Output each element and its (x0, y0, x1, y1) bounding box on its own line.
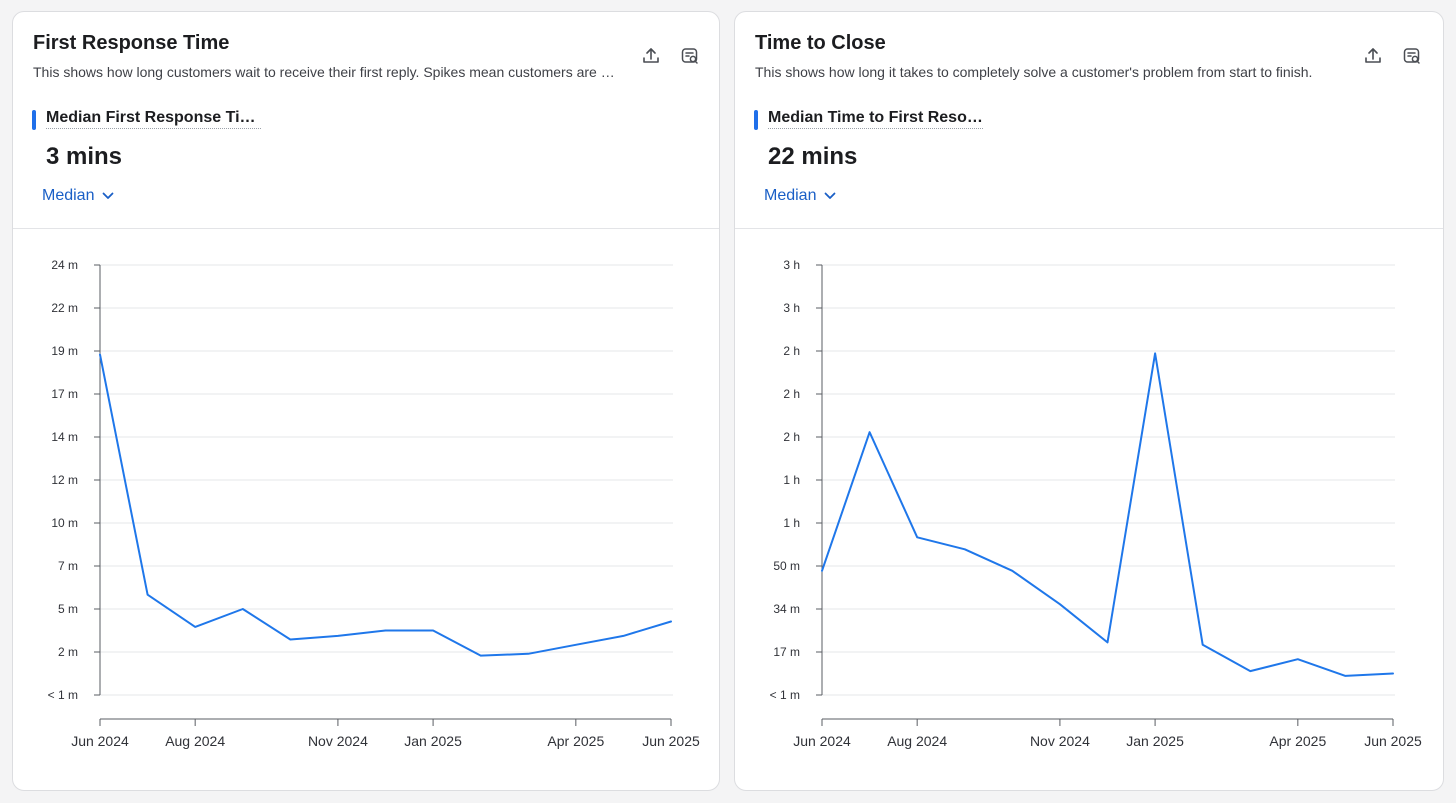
y-tick-label: 2 h (783, 387, 800, 401)
y-tick-label: 17 m (773, 645, 800, 659)
x-tick-label: Apr 2025 (547, 733, 604, 749)
y-tick-label: 17 m (51, 387, 78, 401)
y-tick-label: 24 m (51, 258, 78, 272)
y-tick-label: 2 m (58, 645, 78, 659)
export-icon[interactable] (639, 44, 663, 68)
search-table-icon[interactable] (678, 44, 702, 68)
y-tick-label: 12 m (51, 473, 78, 487)
y-tick-label: 10 m (51, 516, 78, 530)
export-icon[interactable] (1361, 44, 1385, 68)
x-tick-label: Apr 2025 (1269, 733, 1326, 749)
chevron-down-icon (102, 187, 114, 205)
y-tick-label: 34 m (773, 602, 800, 616)
y-tick-label: 1 h (783, 516, 800, 530)
aggregation-label: Median (764, 187, 817, 204)
chevron-down-icon (824, 187, 836, 205)
y-tick-label: 3 h (783, 258, 800, 272)
x-tick-label: Jun 2024 (71, 733, 129, 749)
y-tick-label: < 1 m (48, 688, 78, 702)
metric-accent-bar (754, 110, 758, 130)
card-divider (735, 228, 1443, 229)
card-title: First Response Time (33, 32, 230, 54)
series-line (99, 353, 672, 657)
y-tick-label: 2 h (783, 430, 800, 444)
x-tick-label: Jun 2025 (642, 733, 700, 749)
series-line (821, 352, 1394, 677)
x-tick-label: Jun 2024 (793, 733, 851, 749)
y-tick-label: 3 h (783, 301, 800, 315)
card-divider (13, 228, 719, 229)
y-tick-label: < 1 m (770, 688, 800, 702)
metric-value: 22 mins (768, 143, 858, 170)
x-tick-label: Aug 2024 (165, 733, 225, 749)
aggregation-dropdown[interactable]: Median (764, 187, 836, 205)
y-tick-label: 7 m (58, 559, 78, 573)
y-tick-label: 2 h (783, 344, 800, 358)
x-tick-label: Nov 2024 (1030, 733, 1090, 749)
time-to-close-card: Time to Close This shows how long it tak… (734, 11, 1444, 791)
time-to-close-chart: < 1 m 17 m 34 m 50 m 1 h 1 h 2 h 2 h 2 h 3 h 3 h Ju… (770, 258, 1422, 749)
aggregation-dropdown[interactable]: Median (42, 187, 114, 205)
y-tick-label: 50 m (773, 559, 800, 573)
x-tick-label: Jan 2025 (1126, 733, 1184, 749)
search-table-icon[interactable] (1400, 44, 1424, 68)
x-tick-label: Jan 2025 (404, 733, 462, 749)
metric-label[interactable]: Median Time to First Resolut... (768, 109, 983, 129)
y-tick-label: 22 m (51, 301, 78, 315)
x-tick-label: Aug 2024 (887, 733, 947, 749)
metric-label[interactable]: Median First Response Time ... (46, 109, 261, 129)
x-tick-label: Jun 2025 (1364, 733, 1422, 749)
card-title: Time to Close (755, 32, 886, 54)
y-tick-label: 5 m (58, 602, 78, 616)
y-tick-label: 1 h (783, 473, 800, 487)
first-response-chart: < 1 m 2 m 5 m 7 m 10 m 12 m 14 m 17 m 19 m 22 m 24… (48, 258, 700, 749)
first-response-card: First Response Time This shows how long … (12, 11, 720, 791)
metric-value: 3 mins (46, 143, 123, 170)
x-tick-label: Nov 2024 (308, 733, 368, 749)
y-tick-label: 19 m (51, 344, 78, 358)
y-tick-label: 14 m (51, 430, 78, 444)
metric-accent-bar (32, 110, 36, 130)
aggregation-label: Median (42, 187, 95, 204)
